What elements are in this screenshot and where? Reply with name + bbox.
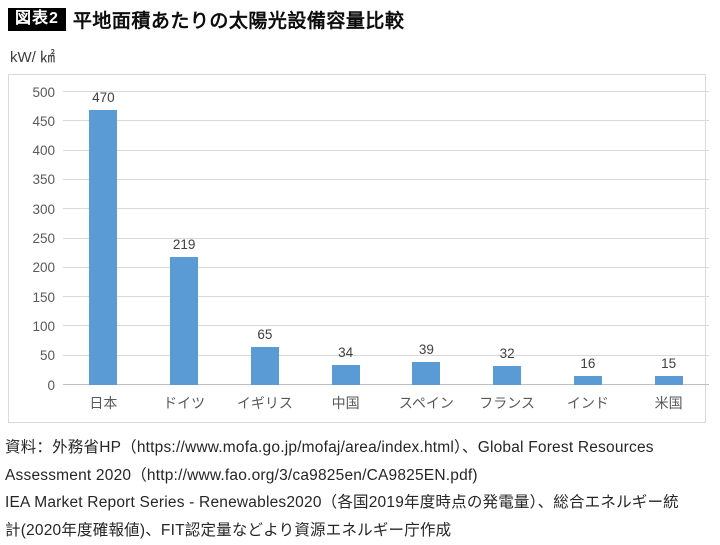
bar-米国 bbox=[654, 376, 683, 385]
gridline bbox=[63, 354, 709, 356]
bar-slot: 34 bbox=[305, 92, 386, 385]
bar-chart: 470 219 65 34 39 32 16 15 0 50 100 150 200 250 300 350… bbox=[8, 74, 709, 423]
bar-slot: 65 bbox=[225, 92, 306, 385]
source-note-line: IEA Market Report Series - Renewables202… bbox=[5, 494, 679, 511]
bar-日本 bbox=[89, 109, 118, 385]
y-axis-tick-label: 200 bbox=[32, 260, 55, 276]
x-axis-category-label: スペイン bbox=[398, 395, 454, 411]
gridline bbox=[63, 296, 709, 298]
bar-value-label: 32 bbox=[499, 346, 515, 362]
bar-slot: 15 bbox=[628, 92, 709, 385]
gridline bbox=[63, 149, 709, 151]
bar-ドイツ bbox=[170, 256, 199, 385]
gridline bbox=[63, 91, 709, 92]
y-axis-tick-label: 450 bbox=[32, 113, 55, 129]
bar-イギリス bbox=[250, 346, 279, 385]
y-axis-tick-label: 500 bbox=[32, 84, 55, 100]
x-axis-category-label: 米国 bbox=[654, 395, 683, 411]
gridline bbox=[63, 120, 709, 122]
source-note-line: 資料：外務省HP（https://www.mofa.go.jp/mofaj/ar… bbox=[5, 439, 654, 456]
bar-slot: 16 bbox=[548, 92, 629, 385]
gridline bbox=[63, 178, 709, 180]
bar-slot: 470 bbox=[63, 89, 144, 385]
x-axis-category-label: フランス bbox=[479, 395, 535, 411]
bar-slot: 32 bbox=[467, 92, 548, 385]
bar-フランス bbox=[493, 366, 522, 385]
y-axis-tick-label: 0 bbox=[47, 377, 55, 393]
figure-title: 平地面積あたりの太陽光設備容量比較 bbox=[72, 11, 405, 32]
x-axis-category-label: イギリス bbox=[236, 395, 293, 411]
y-axis-unit-label: kW/ ㎢ bbox=[10, 49, 55, 66]
gridline bbox=[63, 237, 709, 239]
x-axis-category-label: インド bbox=[566, 395, 609, 411]
figure-header: 図表2 平地面積あたりの太陽光設備容量比較 bbox=[8, 6, 404, 33]
y-axis-tick-label: 250 bbox=[32, 231, 55, 246]
plot-area: 470 219 65 34 39 32 16 15 bbox=[63, 89, 709, 385]
y-axis-tick-label: 50 bbox=[39, 348, 55, 364]
y-axis-tick-label: 150 bbox=[32, 289, 55, 305]
x-axis-category-label: 日本 bbox=[89, 395, 118, 411]
bar-value-label: 39 bbox=[418, 342, 434, 358]
bar-value-label: 219 bbox=[172, 236, 196, 252]
bar-中国 bbox=[331, 365, 360, 385]
source-note: 資料：外務省HP（https://www.mofa.go.jp/mofaj/ar… bbox=[5, 434, 717, 544]
source-note-line: Assessment 2020（http://www.fao.org/3/ca9… bbox=[5, 466, 478, 484]
bar-スペイン bbox=[412, 362, 441, 385]
bar-slot: 39 bbox=[386, 92, 467, 385]
y-axis-tick-label: 400 bbox=[32, 143, 55, 159]
y-axis-tick-label: 350 bbox=[32, 172, 55, 188]
source-note-line: 計(2020年度確報値)、FIT認定量などより資源エネルギー庁作成 bbox=[5, 521, 452, 539]
y-axis-tick-label: 300 bbox=[32, 201, 55, 217]
figure-number-badge: 図表2 bbox=[8, 8, 66, 31]
bar-value-label: 34 bbox=[338, 345, 354, 361]
bar-インド bbox=[573, 375, 602, 385]
bar-value-label: 65 bbox=[257, 326, 273, 342]
x-axis-category-label: ドイツ bbox=[163, 395, 206, 411]
x-axis-category-label: 中国 bbox=[331, 395, 360, 411]
gridline bbox=[63, 325, 709, 327]
gridline bbox=[63, 208, 709, 210]
x-axis-line bbox=[63, 384, 709, 385]
bar-slot: 219 bbox=[144, 92, 225, 385]
y-axis-tick-label: 100 bbox=[32, 318, 55, 334]
bar-value-label: 470 bbox=[92, 89, 115, 105]
gridline bbox=[63, 266, 709, 268]
bar-value-label: 16 bbox=[580, 355, 596, 371]
bar-value-label: 15 bbox=[661, 356, 677, 372]
